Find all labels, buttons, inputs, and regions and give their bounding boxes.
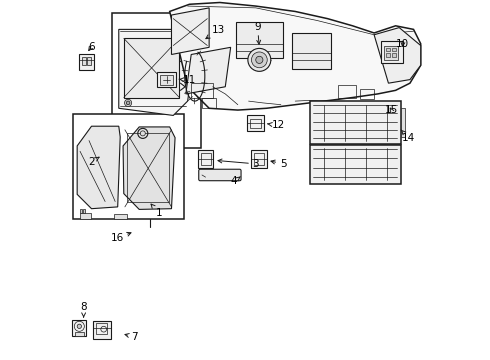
Bar (310, 101, 401, 144)
Polygon shape (186, 47, 231, 94)
Text: 11: 11 (179, 75, 196, 85)
Text: 8: 8 (80, 302, 87, 317)
Bar (80, 209, 82, 213)
Bar (392, 53, 395, 57)
Bar (114, 214, 126, 220)
Text: 12: 12 (268, 121, 285, 130)
Circle shape (251, 52, 267, 68)
Polygon shape (170, 3, 421, 110)
Bar (381, 41, 403, 63)
Text: 15: 15 (385, 105, 398, 115)
Bar (236, 22, 283, 58)
Text: 5: 5 (271, 159, 286, 169)
Bar (83, 209, 85, 213)
Circle shape (248, 48, 271, 71)
Bar (251, 150, 267, 168)
Bar (78, 54, 95, 69)
Bar (338, 85, 356, 98)
Bar (124, 39, 179, 98)
Bar (254, 153, 264, 165)
Bar (87, 57, 91, 64)
Bar (80, 213, 91, 220)
Bar (392, 48, 395, 51)
Text: 13: 13 (206, 25, 225, 39)
Bar (200, 153, 211, 165)
Polygon shape (374, 28, 421, 83)
FancyBboxPatch shape (199, 169, 241, 181)
Bar (191, 83, 213, 98)
Bar (157, 72, 176, 87)
Bar (82, 57, 86, 64)
Text: 16: 16 (110, 233, 131, 243)
Circle shape (140, 131, 146, 136)
Bar (384, 45, 398, 60)
Text: 10: 10 (396, 39, 409, 49)
Text: 1: 1 (151, 204, 162, 218)
Text: 4: 4 (231, 176, 241, 186)
Polygon shape (77, 126, 120, 209)
Bar (127, 134, 169, 202)
Text: 3: 3 (218, 159, 259, 169)
Polygon shape (119, 30, 191, 116)
Circle shape (126, 101, 130, 105)
Text: 9: 9 (254, 22, 261, 44)
Text: 2: 2 (88, 157, 99, 167)
Bar (360, 89, 374, 99)
Bar (73, 114, 184, 220)
Bar (292, 33, 331, 69)
Circle shape (77, 324, 81, 328)
Circle shape (124, 99, 132, 107)
Bar (93, 320, 111, 338)
Bar (386, 48, 390, 51)
Text: 6: 6 (88, 42, 95, 51)
Bar (75, 332, 84, 336)
Bar (112, 13, 200, 148)
Bar (72, 320, 87, 336)
Polygon shape (172, 8, 209, 54)
Bar (160, 75, 173, 85)
Polygon shape (123, 127, 175, 210)
Bar (202, 98, 216, 108)
Text: 14: 14 (401, 130, 415, 143)
Bar (401, 108, 405, 137)
Circle shape (256, 56, 263, 63)
Text: 7: 7 (125, 332, 138, 342)
Bar (310, 145, 401, 184)
Bar (96, 323, 107, 334)
Bar (386, 53, 390, 57)
Bar (197, 150, 214, 168)
Bar (247, 116, 265, 131)
Bar (250, 119, 261, 128)
